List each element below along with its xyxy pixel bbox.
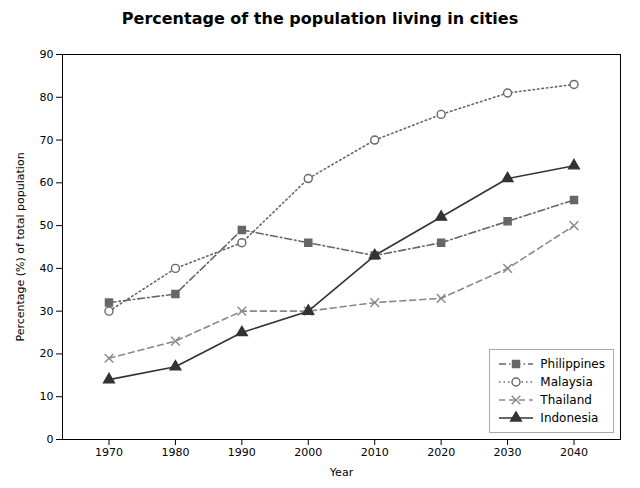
svg-text:10: 10 <box>40 390 54 403</box>
svg-text:2020: 2020 <box>427 446 455 459</box>
svg-text:90: 90 <box>40 48 54 61</box>
html-text:Philippines: Philippines <box>540 357 605 371</box>
svg-text:2040: 2040 <box>560 446 588 459</box>
svg-text:20: 20 <box>40 347 54 360</box>
svg-text:80: 80 <box>40 91 54 104</box>
svg-text:0: 0 <box>47 433 54 446</box>
svg-text:40: 40 <box>40 262 54 275</box>
svg-text:70: 70 <box>40 134 54 147</box>
svg-text:Year: Year <box>329 466 354 479</box>
svg-text:2000: 2000 <box>294 446 322 459</box>
svg-text:1970: 1970 <box>95 446 123 459</box>
svg-text:2030: 2030 <box>494 446 522 459</box>
svg-text:1990: 1990 <box>228 446 256 459</box>
svg-text:2010: 2010 <box>361 446 389 459</box>
html-text:Percentage of the population l: Percentage of the population living in c… <box>121 9 519 28</box>
html-text:Malaysia: Malaysia <box>540 375 593 389</box>
svg-text:50: 50 <box>40 219 54 232</box>
html-text:Thailand: Thailand <box>540 393 592 407</box>
svg-text:60: 60 <box>40 176 54 189</box>
svg-text:Percentage (%) of total popula: Percentage (%) of total population <box>14 152 27 341</box>
svg-text:30: 30 <box>40 305 54 318</box>
svg-text:1980: 1980 <box>161 446 189 459</box>
html-text:Indonesia: Indonesia <box>540 411 599 425</box>
